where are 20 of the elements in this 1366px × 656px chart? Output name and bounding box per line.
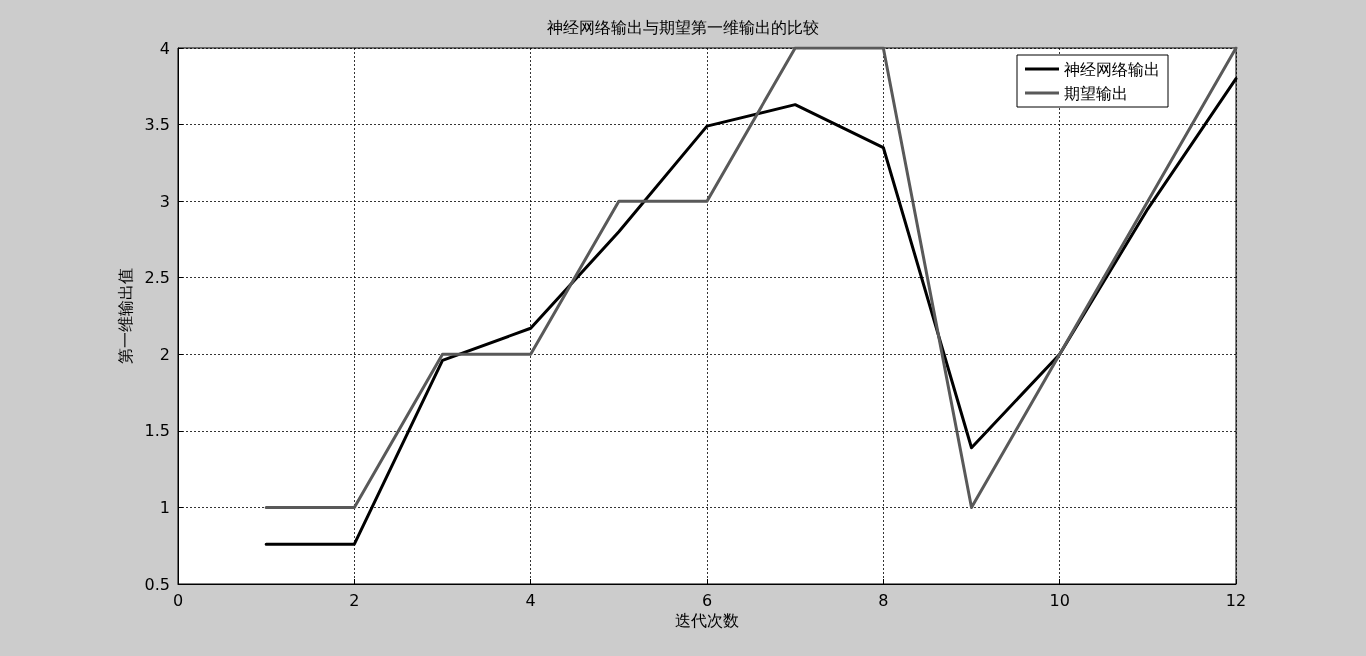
x-tick-label: 12 <box>1225 590 1247 610</box>
x-axis-title: 迭代次数 <box>675 611 739 631</box>
y-tick-label: 4 <box>159 38 170 58</box>
y-tick-label: 2.5 <box>144 268 170 288</box>
x-tick-label: 4 <box>525 590 536 610</box>
legend-label: 期望输出 <box>1064 83 1128 103</box>
y-tick-label: 1 <box>159 497 170 517</box>
x-tick-label: 8 <box>878 590 889 610</box>
x-tick-label: 6 <box>701 590 713 610</box>
y-axis-title: 第一维输出值 <box>116 268 136 364</box>
x-tick-label: 2 <box>349 590 360 610</box>
chart-title: 神经网络输出与期望第一维输出的比较 <box>547 17 819 37</box>
y-tick-label: 1.5 <box>144 421 170 441</box>
y-tick-label: 3 <box>159 191 170 211</box>
x-tick-label: 0 <box>172 590 184 610</box>
y-tick-label: 2 <box>159 344 170 364</box>
legend-label: 神经网络输出 <box>1064 59 1160 79</box>
y-tick-label: 0.5 <box>144 574 170 594</box>
x-tick-label: 10 <box>1049 590 1070 610</box>
y-tick-label: 3.5 <box>144 115 170 135</box>
